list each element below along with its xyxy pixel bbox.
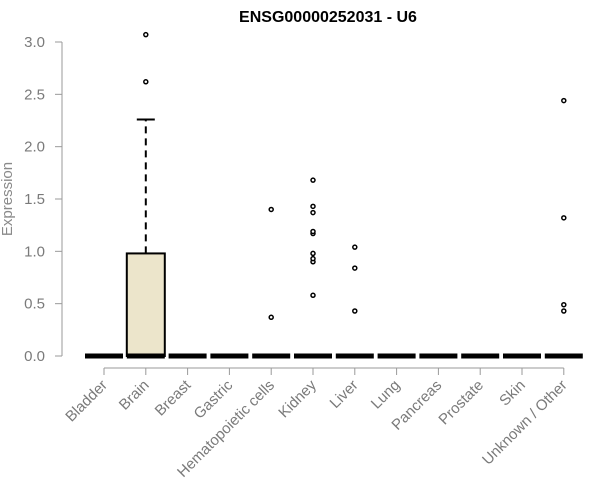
outlier-point <box>310 228 316 235</box>
outlier-point <box>310 250 316 257</box>
box-group <box>335 244 374 359</box>
x-tick-label: Bladder <box>62 377 111 426</box>
box-group <box>252 206 291 359</box>
outlier-point <box>310 177 316 183</box>
outlier-point <box>143 31 149 38</box>
x-tick-label: Kidney <box>275 376 320 421</box>
y-tick-label: 3.0 <box>24 34 45 51</box>
outlier-point <box>352 265 358 271</box>
box-body <box>125 252 166 357</box>
chart-title: ENSG00000252031 - U6 <box>239 9 417 26</box>
y-axis: 0.0 0.5 1.0 1.5 2.0 2.5 3.0 <box>24 34 63 365</box>
box-group <box>544 97 583 359</box>
x-tick-label: Breast <box>152 376 195 419</box>
outlier-point <box>561 308 567 314</box>
outlier-point <box>268 206 274 213</box>
outlier-point <box>268 314 274 321</box>
outlier-point <box>143 79 149 85</box>
outlier-point <box>310 203 316 210</box>
outlier-point <box>352 308 358 314</box>
plot-area <box>85 31 583 359</box>
y-tick-label: 1.5 <box>24 191 45 208</box>
outlier-point <box>310 209 316 216</box>
outlier-point <box>561 301 567 308</box>
box-group <box>125 31 166 359</box>
outlier-point <box>310 292 316 299</box>
x-tick-label: Skin <box>496 377 529 410</box>
y-tick-label: 0.5 <box>24 296 45 313</box>
y-axis-label: Expression <box>0 162 16 236</box>
y-tick-label: 2.0 <box>24 139 45 156</box>
box-group <box>294 177 332 359</box>
x-tick-label: Lung <box>368 377 404 413</box>
outlier-point <box>352 244 358 250</box>
y-tick-label: 2.5 <box>24 86 45 103</box>
x-tick-label: Brain <box>116 377 153 414</box>
outlier-point <box>561 215 567 221</box>
y-tick-label: 0.0 <box>24 348 45 365</box>
x-tick-label: Liver <box>327 377 362 412</box>
outlier-point <box>561 97 567 104</box>
y-tick-label: 1.0 <box>24 243 45 260</box>
outlier-point <box>310 255 316 262</box>
x-tick-label: Prostate <box>435 377 487 429</box>
